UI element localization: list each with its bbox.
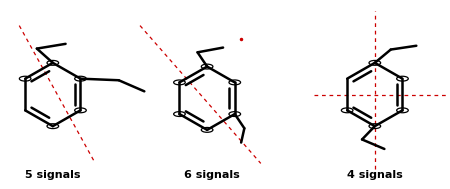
Text: 6 signals: 6 signals [184, 170, 239, 180]
Text: 4 signals: 4 signals [347, 170, 403, 180]
Text: 5 signals: 5 signals [25, 170, 81, 180]
